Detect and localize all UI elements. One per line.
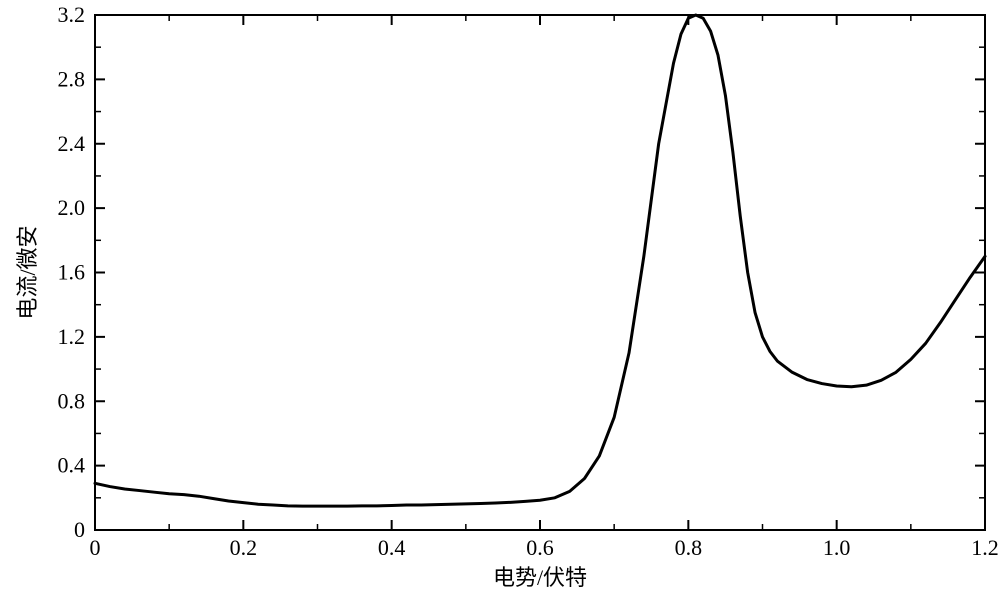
y-tick-label: 2.8 <box>58 66 86 91</box>
x-tick-label: 0.2 <box>230 535 258 560</box>
x-tick-label: 1.0 <box>823 535 851 560</box>
x-tick-label: 1.2 <box>971 535 999 560</box>
x-tick-label: 0.4 <box>378 535 406 560</box>
voltammogram-chart: 0 0.2 0.4 0.6 0.8 1.0 1.2 0 0.4 0.8 1.2 1.6 2.0 2.4 2.… <box>0 0 1000 596</box>
y-tick-label: 1.2 <box>58 324 86 349</box>
x-axis-label: 电势/伏特 <box>493 565 587 590</box>
x-tick-label: 0.8 <box>675 535 703 560</box>
y-axis-label: 电流/微安 <box>15 225 40 319</box>
y-tick-label: 0.8 <box>58 388 86 413</box>
y-tick-label: 2.4 <box>58 131 86 156</box>
y-tick-label: 2.0 <box>58 195 86 220</box>
x-tick-label: 0 <box>90 535 101 560</box>
y-tick-label: 1.6 <box>58 260 86 285</box>
x-tick-label: 0.6 <box>526 535 554 560</box>
y-tick-label: 0.4 <box>58 453 86 478</box>
chart-container: 0 0.2 0.4 0.6 0.8 1.0 1.2 0 0.4 0.8 1.2 1.6 2.0 2.4 2.… <box>0 0 1000 596</box>
y-tick-label: 3.2 <box>58 2 86 27</box>
y-tick-label: 0 <box>74 517 85 542</box>
